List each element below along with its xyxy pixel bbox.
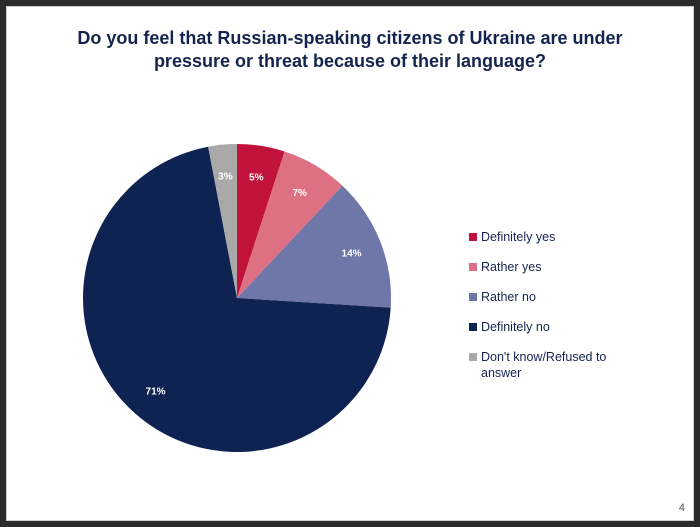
legend-item-2: Rather no (469, 289, 689, 305)
chart-title-line-1: Do you feel that Russian-speaking citize… (77, 28, 623, 48)
legend-label-4: Don't know/Refused to answer (481, 350, 607, 380)
pie-slice-4 (208, 144, 237, 298)
legend-swatch-4 (469, 353, 477, 361)
pie-data-label-3: 71% (146, 386, 166, 397)
legend-swatch-1 (469, 263, 477, 271)
slide: Do you feel that Russian-speaking citize… (6, 6, 694, 521)
page-number: 4 (678, 502, 685, 514)
chart-title-line-2: pressure or threat because of their lang… (153, 51, 547, 71)
legend-label-3: Definitely no (481, 320, 550, 334)
legend-label-1: Rather yes (481, 260, 542, 274)
pie-slice-1 (237, 151, 343, 298)
chart-legend: Definitely yes Rather yes Rather no Definit… (469, 229, 689, 395)
legend-item-1: Rather yes (469, 259, 689, 275)
legend-label-2: Rather no (481, 290, 536, 304)
legend-label-0: Definitely yes (481, 230, 556, 244)
legend-item-4: Don't know/Refused to answer (469, 349, 689, 381)
pie-chart: 5% 7% 14% 71% 3% (82, 144, 391, 453)
pie-data-label-1: 7% (292, 188, 307, 199)
legend-item-3: Definitely no (469, 319, 689, 335)
legend-swatch-2 (469, 293, 477, 301)
pie-slice-3 (82, 146, 391, 453)
pie-data-label-0: 5% (249, 172, 264, 183)
legend-swatch-0 (469, 233, 477, 241)
pie-slice-0 (237, 144, 285, 298)
pie-data-label-4: 3% (218, 171, 233, 182)
pie-slice-2 (237, 185, 391, 308)
legend-item-0: Definitely yes (469, 229, 689, 245)
chart-title: Do you feel that Russian-speaking citize… (27, 27, 673, 73)
pie-data-label-2: 14% (342, 249, 362, 260)
legend-swatch-3 (469, 323, 477, 331)
